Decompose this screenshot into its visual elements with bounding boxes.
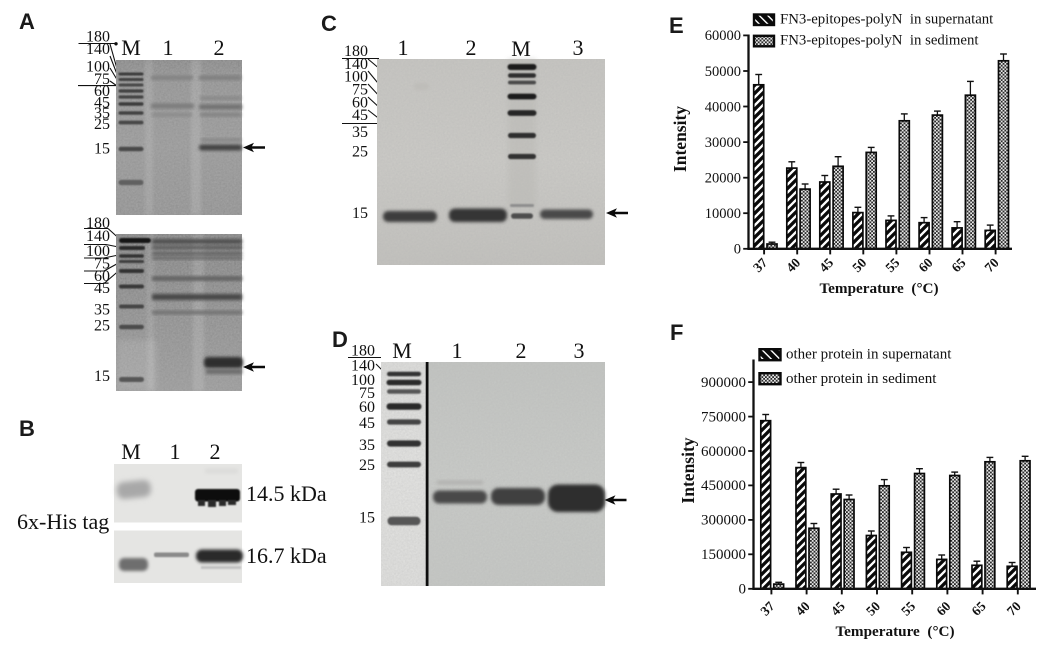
svg-text:Intensity: Intensity <box>678 437 698 503</box>
svg-text:60: 60 <box>94 83 110 100</box>
svg-text:B: B <box>19 416 35 441</box>
svg-text:75: 75 <box>94 256 110 273</box>
svg-text:15: 15 <box>94 141 110 158</box>
svg-text:180: 180 <box>86 215 110 232</box>
svg-text:Temperature (°C): Temperature (°C) <box>835 623 954 640</box>
svg-text:30000: 30000 <box>705 135 741 151</box>
svg-text:25: 25 <box>352 144 368 161</box>
svg-text:140: 140 <box>351 358 375 375</box>
svg-text:35: 35 <box>94 302 110 319</box>
svg-text:other protein in sediment: other protein in sediment <box>786 371 937 387</box>
svg-text:15: 15 <box>94 368 110 385</box>
svg-text:450000: 450000 <box>701 478 746 494</box>
svg-text:C: C <box>321 11 337 36</box>
svg-text:300000: 300000 <box>701 513 746 529</box>
svg-text:35: 35 <box>359 437 375 454</box>
svg-text:14.5 kDa: 14.5 kDa <box>246 481 327 506</box>
svg-text:150000: 150000 <box>701 547 746 563</box>
svg-text:1: 1 <box>452 338 463 363</box>
svg-text:35: 35 <box>352 124 368 141</box>
svg-text:140: 140 <box>86 41 110 58</box>
svg-text:15: 15 <box>352 205 368 222</box>
svg-text:M: M <box>511 36 531 61</box>
svg-text:1: 1 <box>170 439 181 464</box>
svg-text:45: 45 <box>352 107 368 124</box>
svg-text:0: 0 <box>734 242 741 258</box>
svg-text:60: 60 <box>352 95 368 112</box>
svg-text:75: 75 <box>94 71 110 88</box>
svg-text:M: M <box>121 35 141 60</box>
svg-text:1: 1 <box>398 35 409 60</box>
svg-text:D: D <box>332 327 348 352</box>
svg-text:2: 2 <box>214 35 225 60</box>
svg-text:45: 45 <box>94 280 110 297</box>
svg-text:A: A <box>19 9 35 34</box>
svg-text:50000: 50000 <box>705 64 741 80</box>
svg-text:F: F <box>670 320 683 345</box>
svg-text:FN3-epitopes-polyN in superna: FN3-epitopes-polyN in supernatant <box>780 11 994 27</box>
svg-text:16.7 kDa: 16.7 kDa <box>246 543 327 568</box>
svg-text:6x-His tag: 6x-His tag <box>17 509 109 534</box>
svg-text:75: 75 <box>359 385 375 402</box>
svg-text:Intensity: Intensity <box>670 106 690 172</box>
svg-text:600000: 600000 <box>701 444 746 460</box>
svg-text:2: 2 <box>466 35 477 60</box>
svg-text:M: M <box>121 439 141 464</box>
svg-text:3: 3 <box>573 35 584 60</box>
svg-text:140: 140 <box>86 228 110 245</box>
svg-text:60: 60 <box>359 399 375 416</box>
svg-text:E: E <box>669 13 684 38</box>
svg-text:Temperature (°C): Temperature (°C) <box>819 280 938 297</box>
svg-text:45: 45 <box>359 415 375 432</box>
svg-text:140: 140 <box>344 56 368 73</box>
svg-text:3: 3 <box>574 338 585 363</box>
svg-text:2: 2 <box>516 338 527 363</box>
svg-text:2: 2 <box>210 439 221 464</box>
svg-text:100: 100 <box>351 372 375 389</box>
svg-text:40000: 40000 <box>705 99 741 115</box>
svg-text:other protein in supernatant: other protein in supernatant <box>786 346 952 362</box>
svg-text:M: M <box>392 338 412 363</box>
svg-text:100: 100 <box>86 243 110 260</box>
svg-text:180: 180 <box>351 343 375 360</box>
svg-text:75: 75 <box>352 82 368 99</box>
svg-text:180: 180 <box>344 43 368 60</box>
svg-text:60000: 60000 <box>705 28 741 44</box>
svg-text:25: 25 <box>94 116 110 133</box>
svg-text:0: 0 <box>739 582 747 598</box>
svg-text:60: 60 <box>94 268 110 285</box>
svg-text:100: 100 <box>86 59 110 76</box>
svg-text:FN3-epitopes-polyN in sedimen: FN3-epitopes-polyN in sediment <box>780 33 979 49</box>
svg-text:1: 1 <box>163 35 174 60</box>
svg-text:10000: 10000 <box>705 206 741 222</box>
svg-text:15: 15 <box>359 510 375 527</box>
svg-text:180: 180 <box>86 29 110 46</box>
svg-text:900000: 900000 <box>701 375 746 391</box>
svg-text:25: 25 <box>359 457 375 474</box>
svg-text:25: 25 <box>94 318 110 335</box>
svg-text:20000: 20000 <box>705 171 741 187</box>
svg-text:35: 35 <box>94 105 110 122</box>
svg-text:100: 100 <box>344 69 368 86</box>
svg-text:45: 45 <box>94 95 110 112</box>
svg-text:750000: 750000 <box>701 409 746 425</box>
